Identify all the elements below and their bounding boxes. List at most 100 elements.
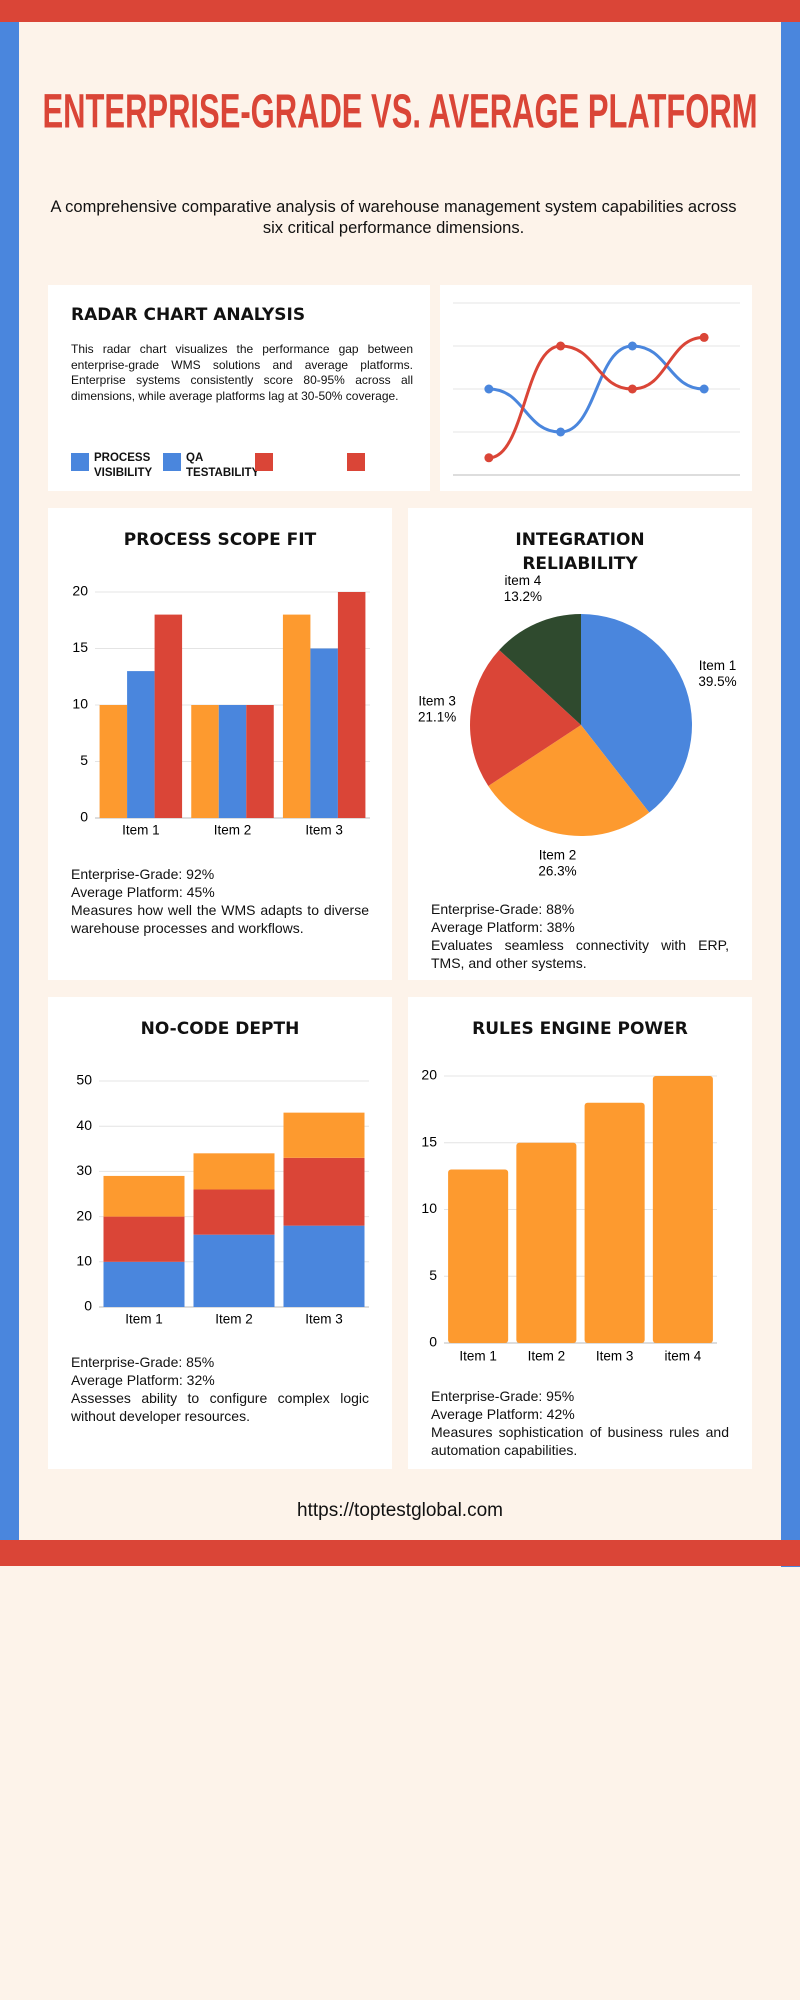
pie-slice — [488, 725, 650, 836]
pie-label: Item 3 21.1% — [418, 693, 456, 724]
title-svg: ENTERPRISE-GRADE VS. AVERAGE PLATFORM — [43, 86, 758, 139]
bar — [652, 1076, 713, 1343]
bar — [218, 705, 247, 818]
bar — [337, 592, 366, 818]
chart-svg: 0 10 20 30 40 50 Item 1 Item 2 Item 3 — [76, 1072, 369, 1327]
pie-label-name: Item 1 — [699, 658, 737, 673]
bar — [310, 648, 338, 818]
card-notes: Enterprise-Grade: 85% Average Platform: 3… — [71, 1353, 369, 1425]
bar-segment — [193, 1189, 275, 1235]
pie-label-value: 26.3% — [538, 863, 576, 878]
x-tick-label: Item 3 — [305, 1312, 343, 1327]
note-line: Average Platform: 32% — [71, 1372, 215, 1388]
bar-segment — [193, 1153, 275, 1190]
pie-slice — [470, 649, 581, 787]
bar — [99, 705, 128, 818]
chart-card: RULES ENGINE POWER 0 5 10 15 20 Item 1 Item 2 It… — [408, 997, 752, 1469]
chart-svg — [453, 302, 740, 476]
y-tick-label: 0 — [429, 1334, 437, 1350]
x-tick-label: Item 1 — [122, 823, 160, 838]
line-series — [488, 335, 705, 460]
card-notes: Enterprise-Grade: 92% Average Platform: 4… — [71, 865, 369, 937]
line-point — [699, 384, 709, 394]
line-point — [627, 384, 637, 394]
bar-segment — [283, 1157, 365, 1226]
x-tick-label: Item 2 — [528, 1349, 566, 1364]
line-point — [556, 427, 566, 437]
bar-segment — [103, 1175, 185, 1217]
note-line: Measures sophistication of business rule… — [431, 1424, 729, 1458]
y-tick-label: 30 — [76, 1162, 92, 1178]
pie-label: Item 2 26.3% — [538, 847, 576, 878]
legend-swatch — [71, 453, 89, 471]
page-title: ENTERPRISE-GRADE VS. AVERAGE PLATFORM — [43, 86, 758, 139]
card-title: RADAR CHART ANALYSIS — [71, 305, 306, 325]
note-line: Average Platform: 38% — [431, 919, 575, 935]
y-tick-label: 0 — [80, 809, 88, 825]
y-tick-label: 40 — [76, 1117, 92, 1133]
top-band — [0, 0, 800, 22]
subtitle: A comprehensive comparative analysis of … — [50, 198, 737, 237]
card-text: This radar chart visualizes the performa… — [71, 342, 413, 403]
right-band — [781, 22, 800, 1567]
y-tick-label: 10 — [72, 696, 88, 712]
bar — [127, 671, 155, 818]
legend-swatch — [255, 453, 273, 471]
note-line: Evaluates seamless connectivity with ERP… — [431, 937, 729, 971]
legend-swatch — [163, 453, 181, 471]
x-tick-label: Item 2 — [214, 823, 252, 838]
chart-title: RULES ENGINE POWER — [472, 1019, 688, 1039]
note-line: Enterprise-Grade: 85% — [71, 1354, 215, 1370]
bar-segment — [103, 1261, 185, 1307]
pie-label-value: 21.1% — [418, 709, 456, 724]
y-tick-label: 5 — [429, 1267, 437, 1283]
y-tick-label: 50 — [76, 1072, 92, 1088]
pie-label-value: 13.2% — [504, 589, 542, 604]
x-tick-label: Item 3 — [596, 1349, 634, 1364]
left-band — [0, 22, 19, 1545]
legend-label: QA TESTABILITY — [186, 452, 260, 479]
chart-svg: 0 5 10 15 20 Item 1 Item 2 Item 3 — [72, 583, 370, 838]
pie-label-name: Item 3 — [418, 693, 456, 708]
line-point — [699, 332, 709, 342]
bar-segment — [193, 1234, 275, 1307]
chart-card: INTEGRATION RELIABILITY Item 1 39.5% Item 2… — [408, 508, 752, 980]
y-tick-label: 0 — [84, 1298, 92, 1314]
note-line: Enterprise-Grade: 92% — [71, 866, 215, 882]
note-line: Assesses ability to configure complex lo… — [71, 1390, 369, 1424]
x-tick-label: Item 2 — [215, 1312, 253, 1327]
note-line: Enterprise-Grade: 95% — [431, 1388, 575, 1404]
chart-title: INTEGRATION RELIABILITY — [515, 530, 645, 574]
note-line: Average Platform: 42% — [431, 1406, 575, 1422]
pie-label-name: Item 2 — [539, 847, 577, 862]
y-tick-label: 20 — [421, 1067, 437, 1083]
y-tick-label: 20 — [76, 1207, 92, 1223]
card-notes: Enterprise-Grade: 88% Average Platform: 3… — [431, 900, 729, 972]
line-point — [556, 341, 566, 351]
pie-label: Item 1 39.5% — [698, 658, 736, 689]
chart-title: NO-CODE DEPTH — [140, 1019, 300, 1039]
pie-label-value: 39.5% — [698, 674, 736, 689]
line-point — [627, 341, 637, 351]
bar — [516, 1142, 577, 1343]
chart-card: NO-CODE DEPTH 0 10 20 30 40 50 Item 1 Item 2 Item… — [48, 997, 392, 1469]
pie-label-name: item 4 — [505, 573, 542, 588]
footer-url: https://toptestglobal.com — [297, 1500, 503, 1521]
y-tick-label: 10 — [76, 1253, 92, 1269]
bar-segment — [283, 1112, 365, 1158]
y-tick-label: 15 — [72, 639, 88, 655]
y-tick-label: 15 — [421, 1133, 437, 1149]
y-tick-label: 10 — [421, 1200, 437, 1216]
line-point — [484, 384, 494, 394]
bar — [448, 1169, 509, 1343]
note-line: Enterprise-Grade: 88% — [431, 901, 575, 917]
y-tick-label: 20 — [72, 583, 88, 599]
radar-card: RADAR CHART ANALYSIS This radar chart vi… — [48, 285, 430, 491]
legend-label: PROCESS VISIBILITY — [94, 452, 153, 479]
chart-title: PROCESS SCOPE FIT — [123, 530, 317, 550]
bottom-band — [0, 1540, 800, 1566]
x-tick-label: Item 3 — [305, 823, 343, 838]
bar — [584, 1102, 645, 1343]
